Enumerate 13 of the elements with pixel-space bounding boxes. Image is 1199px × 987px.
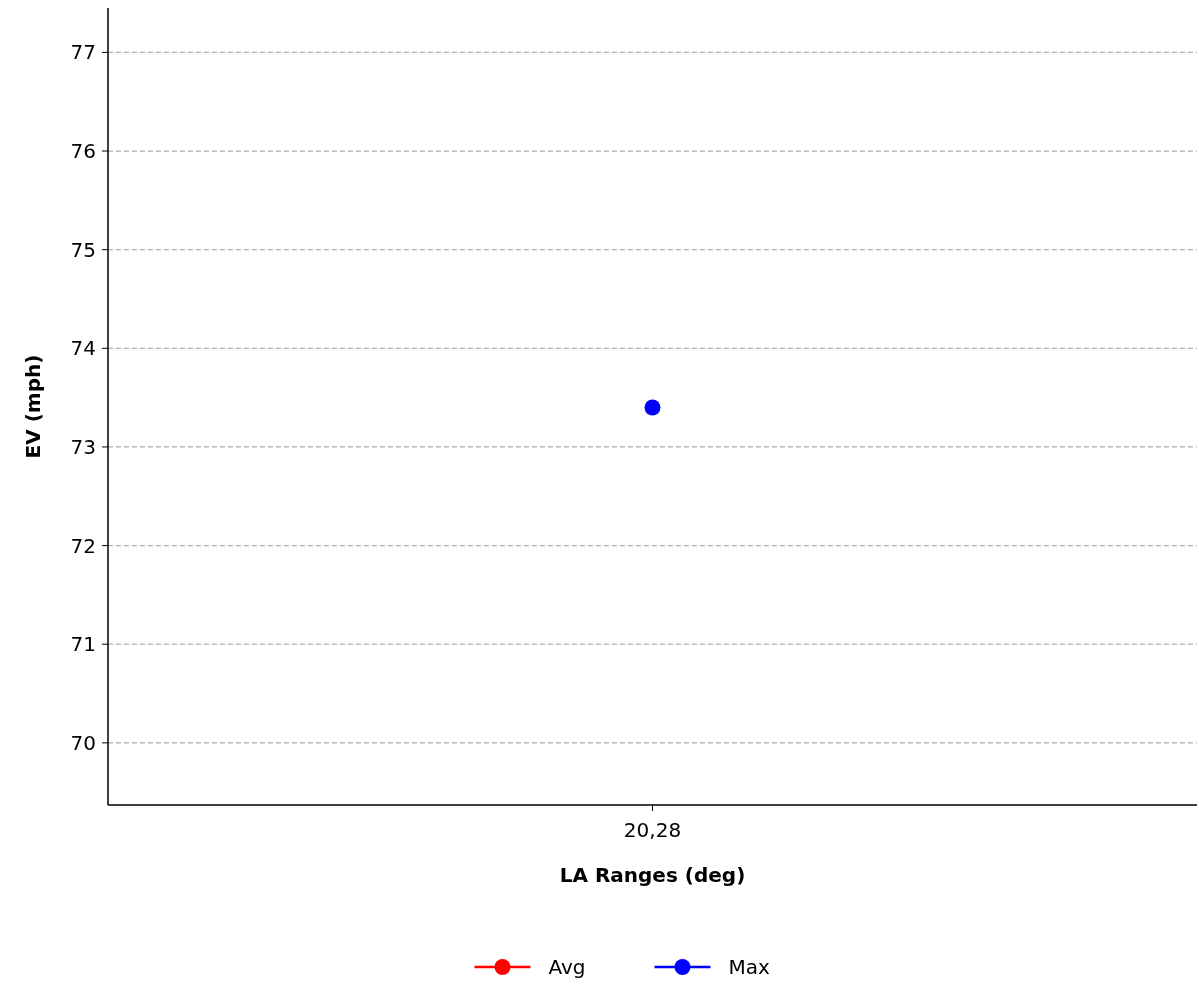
y-tick-label: 76	[70, 139, 96, 164]
y-tick-label: 71	[70, 632, 96, 657]
y-tick-label: 70	[70, 730, 96, 755]
x-axis-title: LA Ranges (deg)	[559, 863, 746, 887]
y-tick-label: 77	[70, 40, 96, 65]
y-tick-label: 74	[70, 336, 96, 361]
y-tick-label: 75	[70, 237, 96, 262]
legend-label: Avg	[548, 955, 586, 979]
y-tick-label: 73	[70, 434, 96, 459]
y-tick-label: 72	[70, 533, 96, 558]
x-tick-label: 20,28	[623, 818, 682, 842]
legend-label: Max	[728, 955, 771, 979]
y-axis-title: EV (mph)	[21, 354, 45, 459]
